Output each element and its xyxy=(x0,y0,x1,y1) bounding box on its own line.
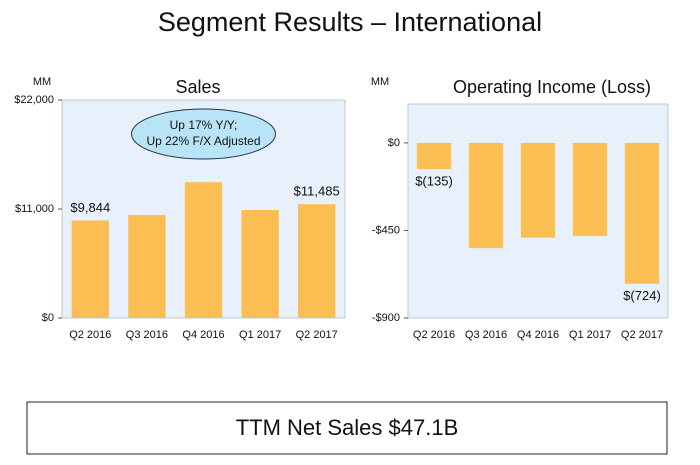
value-label: $9,844 xyxy=(70,200,110,215)
y-tick-label: -$900 xyxy=(372,312,400,324)
bar xyxy=(71,220,109,318)
x-tick-label: Q1 2017 xyxy=(239,329,281,341)
bar xyxy=(572,142,608,236)
chart-title: Operating Income (Loss) xyxy=(453,77,651,97)
x-tick-label: Q4 2016 xyxy=(517,329,559,341)
value-label: $11,485 xyxy=(294,184,340,199)
bar xyxy=(298,204,336,318)
y-tick-label: -$450 xyxy=(372,224,400,236)
y-unit-label: MM xyxy=(371,76,389,88)
x-tick-label: Q2 2016 xyxy=(413,329,455,341)
x-tick-label: Q2 2017 xyxy=(621,329,663,341)
annotation-text: Up 22% F/X Adjusted xyxy=(146,134,260,148)
y-unit-label: MM xyxy=(33,76,51,88)
bar xyxy=(416,142,452,170)
x-tick-label: Q2 2017 xyxy=(296,329,338,341)
chart-title: Sales xyxy=(175,77,220,97)
bar xyxy=(184,182,223,318)
x-tick-label: Q4 2016 xyxy=(182,329,224,341)
bar xyxy=(520,142,556,238)
x-tick-label: Q2 2016 xyxy=(69,329,111,341)
value-label: $(135) xyxy=(415,174,453,189)
bar xyxy=(468,142,504,249)
x-tick-label: Q1 2017 xyxy=(569,329,611,341)
annotation-bubble xyxy=(131,108,276,160)
footer-text: TTM Net Sales $47.1B xyxy=(236,415,459,440)
y-tick-label: $0 xyxy=(42,312,54,324)
y-tick-label: $22,000 xyxy=(14,94,54,106)
footer-box xyxy=(26,401,668,455)
bar xyxy=(128,214,166,318)
y-tick-label: $0 xyxy=(388,137,400,149)
value-label: $(724) xyxy=(623,288,661,303)
x-tick-label: Q3 2016 xyxy=(126,329,168,341)
y-tick-label: $11,000 xyxy=(15,203,54,215)
bar xyxy=(624,142,660,284)
annotation-text: Up 17% Y/Y; xyxy=(170,118,238,132)
bar xyxy=(241,209,279,318)
slide-title: Segment Results – International xyxy=(158,7,542,37)
x-tick-label: Q3 2016 xyxy=(465,329,507,341)
